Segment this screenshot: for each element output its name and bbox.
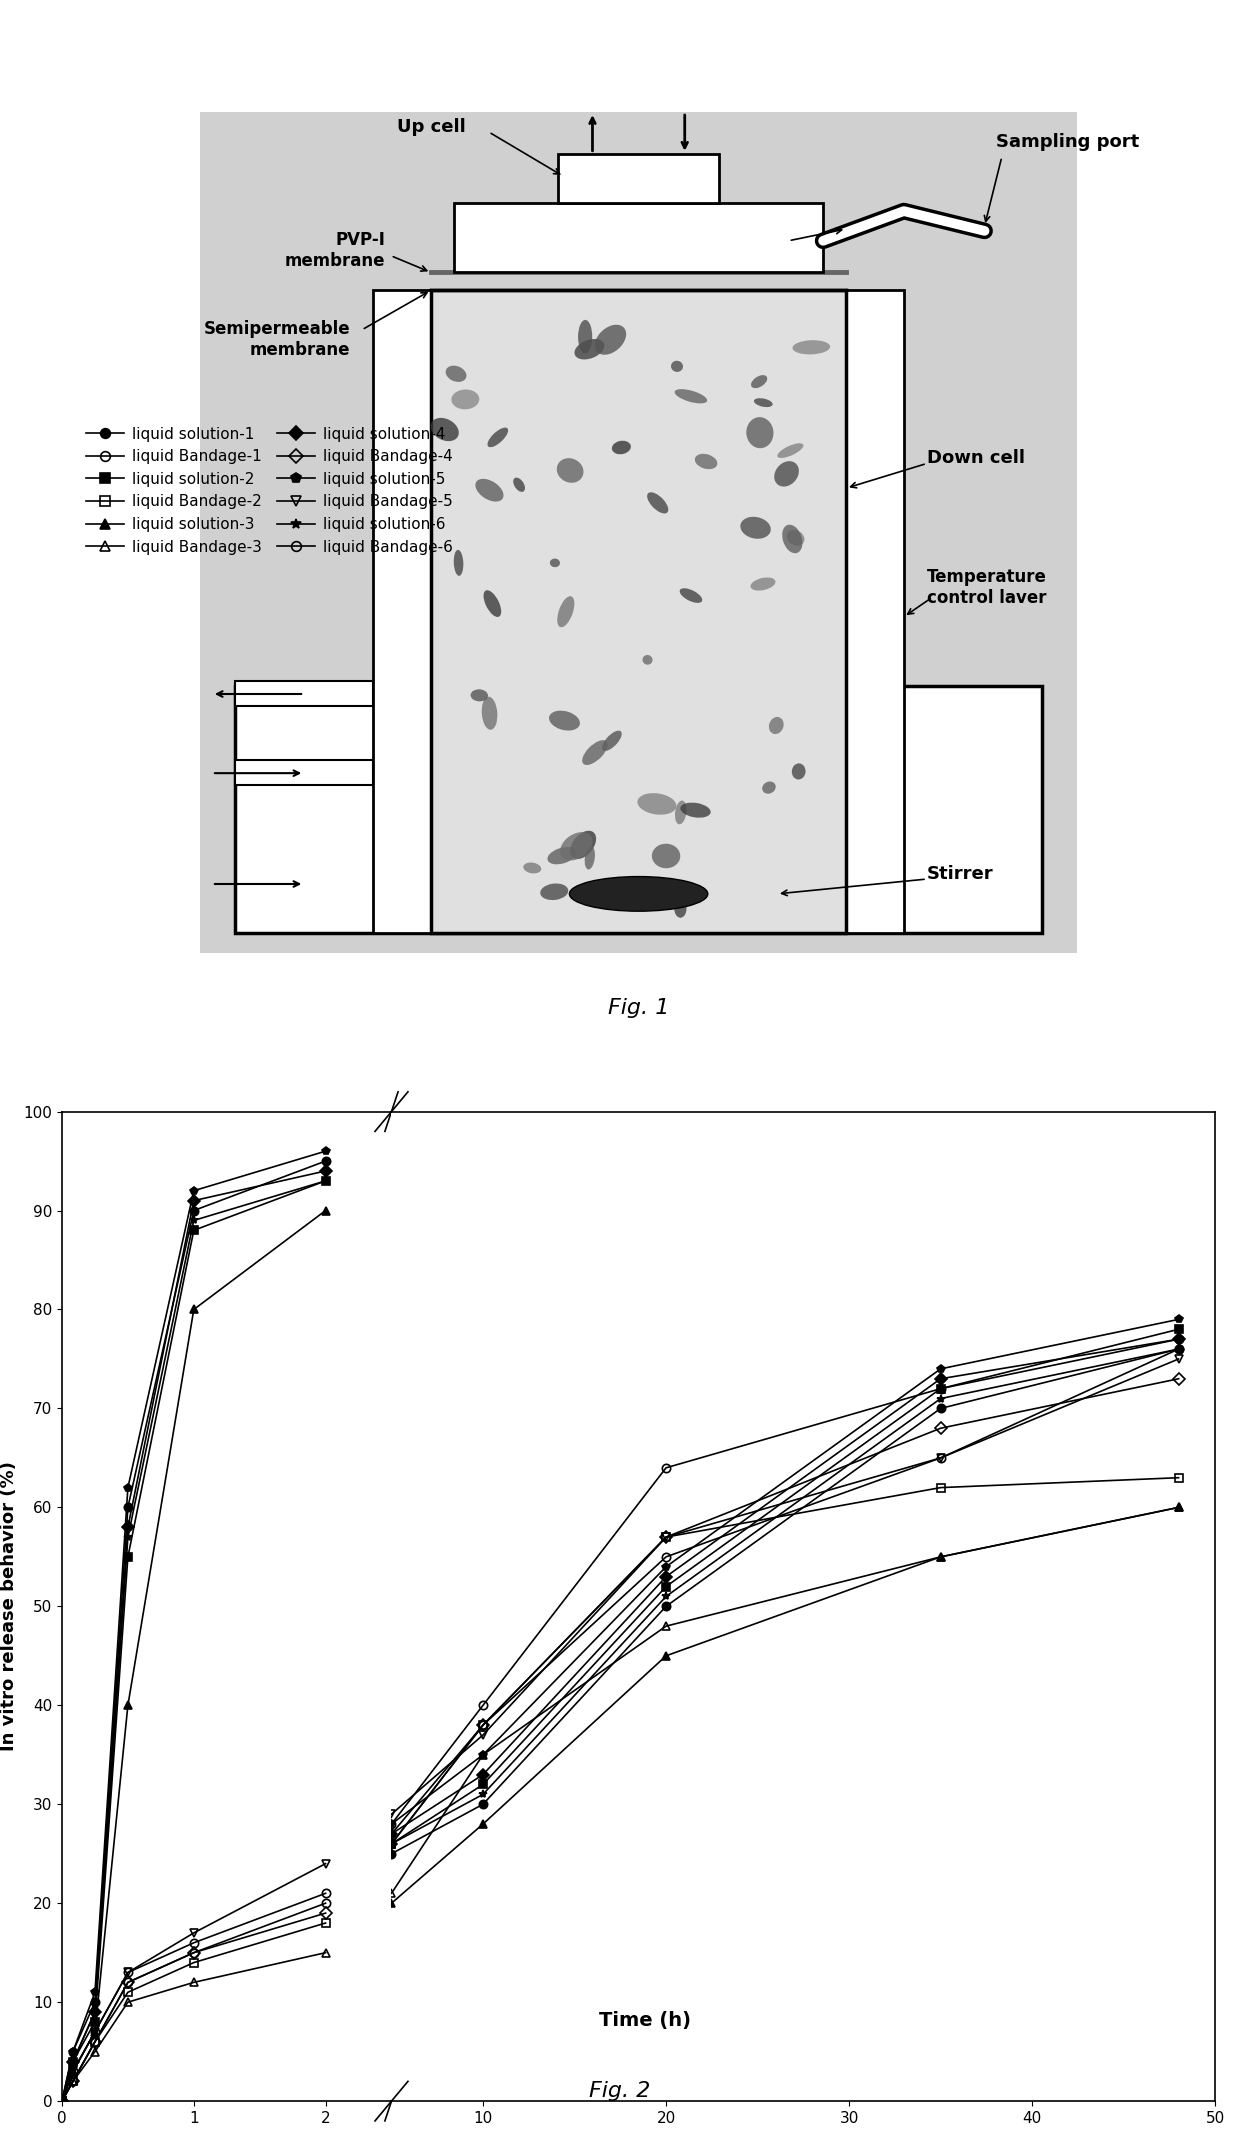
Ellipse shape [549,710,580,731]
Ellipse shape [560,832,593,860]
Bar [846,289,904,933]
Ellipse shape [750,577,775,590]
Text: Fig. 2: Fig. 2 [589,2082,651,2101]
Ellipse shape [475,478,503,502]
Bar [236,686,1042,933]
Bar [373,289,432,933]
Ellipse shape [470,690,489,701]
Ellipse shape [513,478,525,491]
Ellipse shape [570,830,596,860]
Ellipse shape [675,898,687,918]
Ellipse shape [547,847,577,864]
Ellipse shape [569,877,708,911]
Ellipse shape [777,444,804,459]
Bar [201,111,1076,954]
Ellipse shape [754,399,773,407]
Ellipse shape [445,367,466,382]
Ellipse shape [769,716,784,733]
Ellipse shape [782,525,802,553]
Ellipse shape [786,530,805,545]
Ellipse shape [647,493,668,512]
Ellipse shape [549,560,560,568]
Ellipse shape [557,459,584,482]
Ellipse shape [746,418,774,448]
Ellipse shape [583,740,608,765]
Bar [558,154,719,204]
Text: Sampling port: Sampling port [996,133,1140,150]
Ellipse shape [671,360,683,371]
Bar [432,289,846,933]
Ellipse shape [481,697,497,729]
Text: Stirrer: Stirrer [928,864,993,883]
Ellipse shape [611,442,631,455]
Ellipse shape [484,590,501,617]
Ellipse shape [603,731,621,750]
Text: Up cell: Up cell [397,118,466,135]
Ellipse shape [585,847,595,870]
Ellipse shape [680,587,702,602]
Text: Temperature
control laver: Temperature control laver [928,568,1047,607]
Y-axis label: In vitro release behavior (%): In vitro release behavior (%) [0,1462,17,1752]
Ellipse shape [675,800,687,823]
Text: Down cell: Down cell [928,450,1025,467]
Text: Semipermeable
membrane: Semipermeable membrane [203,319,351,360]
Ellipse shape [740,517,771,538]
Bar [236,682,373,705]
Ellipse shape [541,883,568,900]
Bar [236,761,373,785]
Text: Time (h): Time (h) [599,2011,691,2030]
Ellipse shape [681,802,711,817]
Ellipse shape [574,339,604,360]
Ellipse shape [454,549,464,577]
Bar [454,204,823,272]
Text: PVP-I
membrane: PVP-I membrane [284,232,384,270]
Ellipse shape [523,862,542,873]
Ellipse shape [595,324,626,354]
Ellipse shape [792,341,830,354]
Ellipse shape [694,455,718,470]
Ellipse shape [652,845,681,868]
Ellipse shape [774,461,799,487]
Ellipse shape [792,763,806,780]
Ellipse shape [557,596,574,628]
Ellipse shape [578,319,593,354]
Ellipse shape [430,418,459,442]
Ellipse shape [451,390,480,410]
Ellipse shape [763,783,776,793]
Ellipse shape [487,427,508,448]
Ellipse shape [751,375,768,388]
Ellipse shape [642,654,652,665]
Ellipse shape [675,388,707,403]
Ellipse shape [637,793,676,815]
Legend: liquid solution-1, liquid Bandage-1, liquid solution-2, liquid Bandage-2, liquid: liquid solution-1, liquid Bandage-1, liq… [86,427,453,555]
Text: Fig. 1: Fig. 1 [608,997,670,1018]
